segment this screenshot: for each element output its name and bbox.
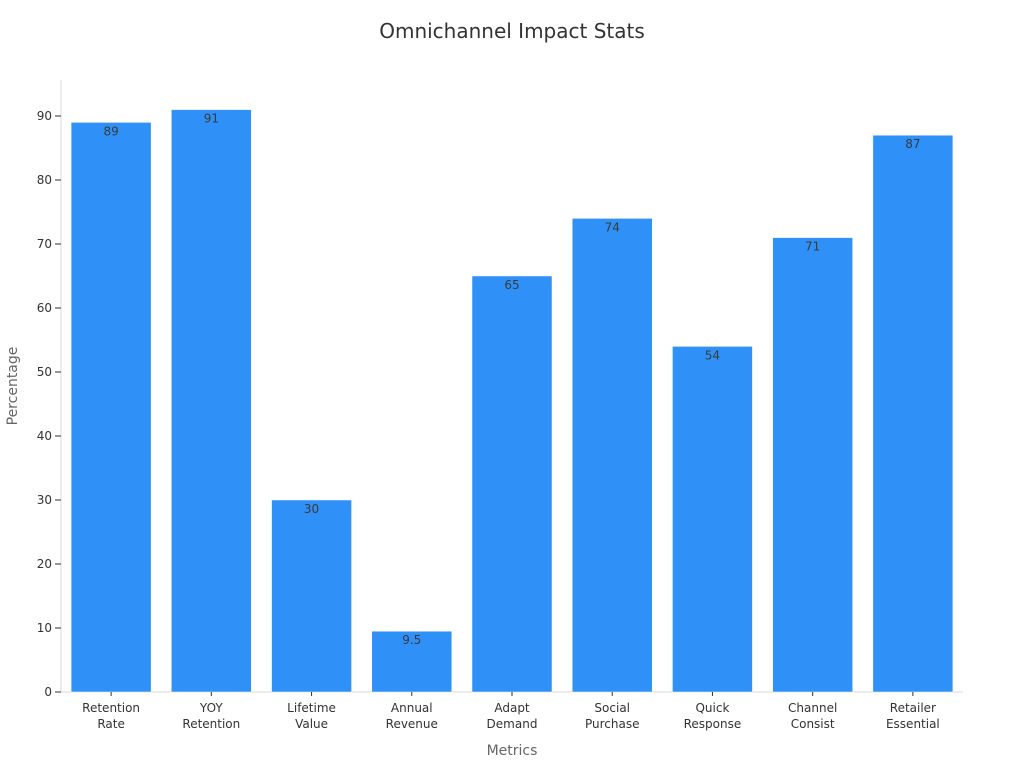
y-tick-label: 40 [37, 429, 52, 443]
bar [70, 122, 152, 693]
bar-value-label: 65 [504, 278, 519, 292]
bar-value-label: 89 [103, 124, 118, 138]
x-tick-label: YOY Retention [182, 701, 240, 731]
x-tick-label-line: Retailer [890, 701, 936, 715]
x-tick-label-line: Consist [791, 717, 835, 731]
bar-value-label: 91 [204, 112, 219, 126]
x-tick-label: Lifetime Value [287, 701, 336, 731]
bar-value-label: 9.5 [402, 633, 421, 647]
x-tick-label: Quick Response [684, 701, 742, 731]
bar [271, 499, 352, 693]
y-tick-label: 30 [37, 493, 52, 507]
x-tick-label-line: Retention [82, 701, 140, 715]
x-tick-label: Retention Rate [82, 701, 140, 731]
x-tick-label: Social Purchase [585, 701, 640, 731]
bar [471, 275, 553, 693]
bar-value-label: 30 [304, 502, 319, 516]
bar-value-label: 74 [605, 220, 620, 234]
bar [872, 134, 954, 693]
y-tick-label: 10 [37, 621, 52, 635]
y-tick-label: 60 [37, 301, 52, 315]
bar [171, 109, 252, 693]
y-tick-label: 0 [44, 685, 52, 699]
y-tick-label: 20 [37, 557, 52, 571]
bar [672, 346, 753, 693]
y-tick-label: 70 [37, 237, 52, 251]
x-tick-label: Channel Consist [788, 701, 837, 731]
x-tick-label-line: YOY [199, 701, 223, 715]
y-tick-label: 90 [37, 109, 52, 123]
x-tick-label: Adapt Demand [487, 701, 538, 731]
x-tick-label-line: Response [684, 717, 742, 731]
x-tick-label-line: Rate [97, 717, 125, 731]
x-tick-label: Retailer Essential [886, 701, 940, 731]
x-tick-label-line: Quick [695, 701, 729, 715]
bar [772, 237, 853, 693]
x-tick-label-line: Purchase [585, 717, 640, 731]
x-tick-label: Annual Revenue [386, 701, 438, 731]
x-tick-label-line: Retention [182, 717, 240, 731]
y-tick-label: 50 [37, 365, 52, 379]
x-tick-label-line: Demand [487, 717, 538, 731]
x-tick-label-line: Adapt [494, 701, 530, 715]
x-tick-label-line: Social [594, 701, 630, 715]
chart-title: Omnichannel Impact Stats [379, 19, 645, 43]
bar-value-label: 87 [905, 137, 920, 151]
x-tick-label-line: Channel [788, 701, 837, 715]
x-tick-label-line: Annual [391, 701, 433, 715]
x-tick-label-line: Lifetime [287, 701, 336, 715]
bar-value-label: 71 [805, 240, 820, 254]
x-tick-label-line: Revenue [386, 717, 438, 731]
bar [571, 218, 653, 693]
bar-value-label: 54 [705, 348, 720, 362]
x-tick-label-line: Essential [886, 717, 940, 731]
y-tick-label: 80 [37, 173, 52, 187]
x-axis-title: Metrics [487, 743, 538, 759]
y-axis-title: Percentage [5, 347, 21, 426]
x-tick-label-line: Value [295, 717, 328, 731]
bar [371, 630, 453, 693]
